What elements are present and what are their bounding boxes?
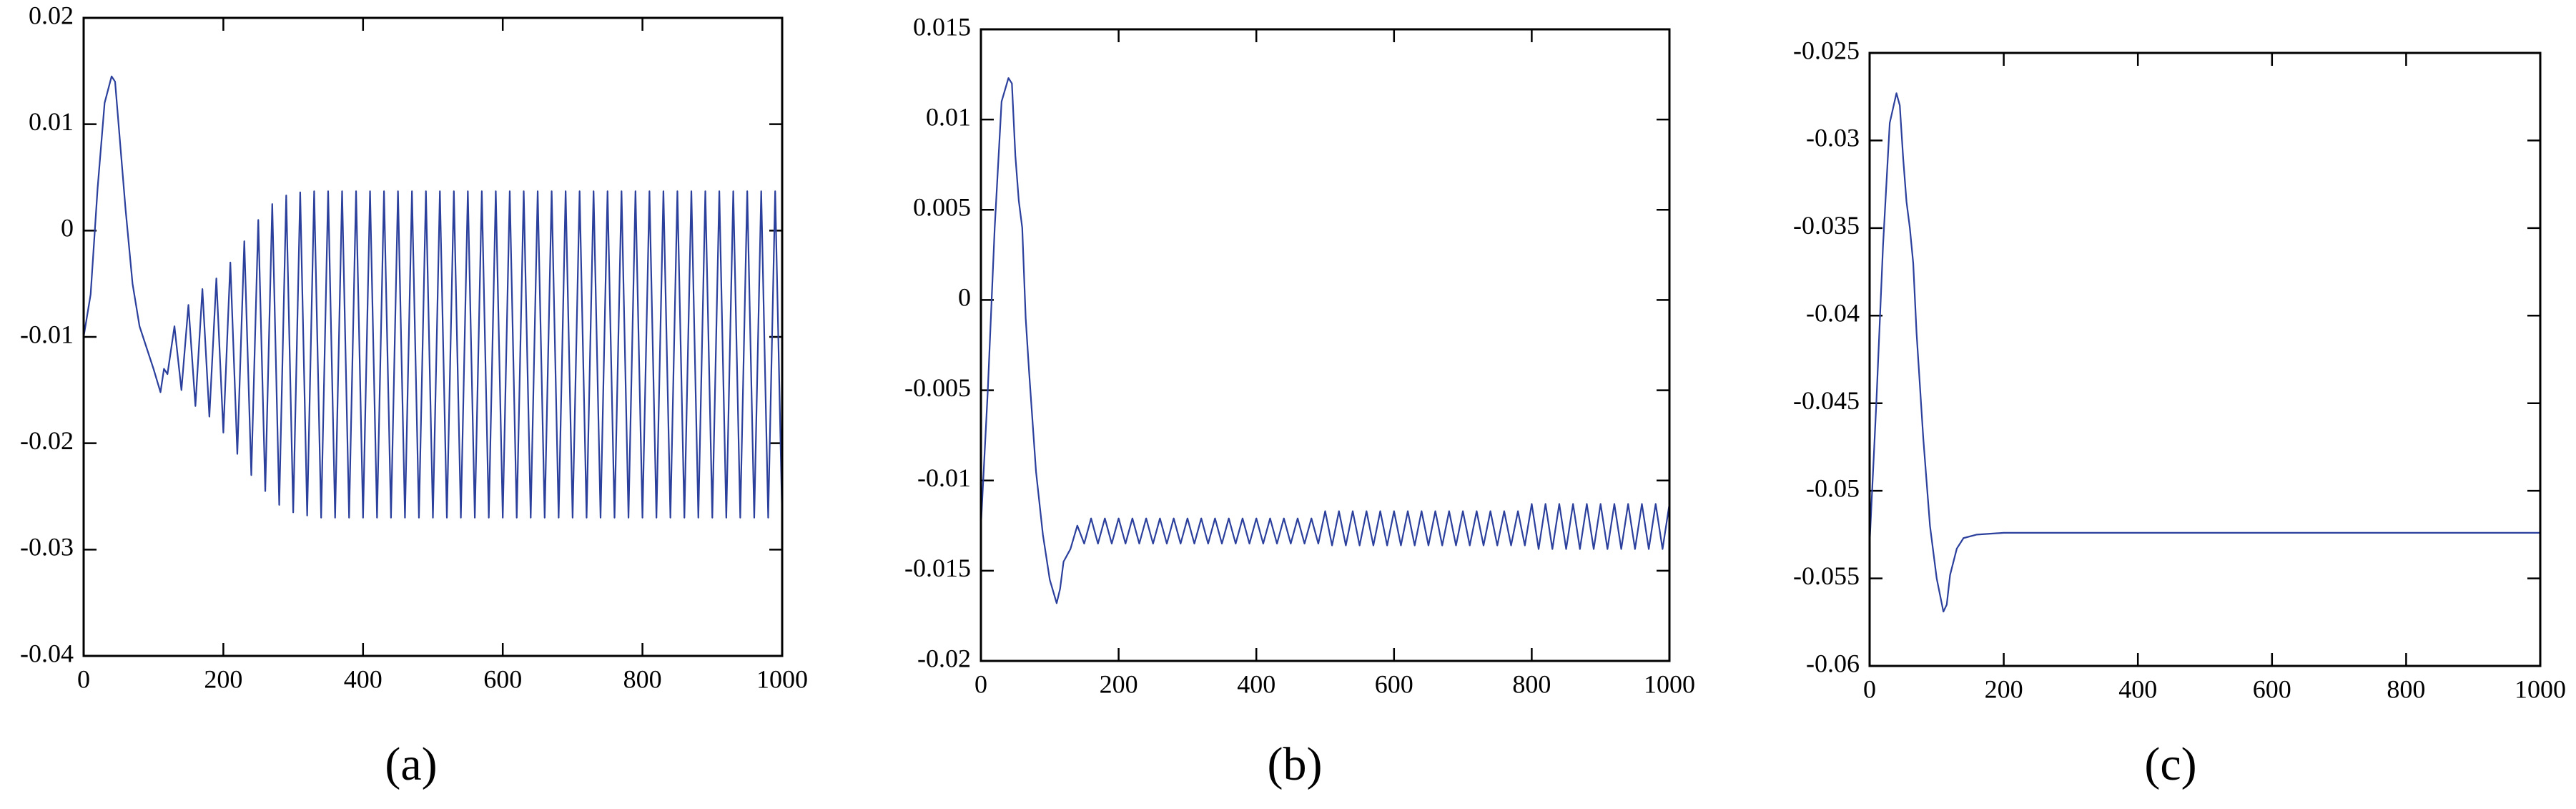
x-tick-label: 0	[974, 670, 987, 698]
x-tick-label: 200	[204, 665, 242, 693]
x-tick-label: 800	[1512, 670, 1551, 698]
x-tick-label: 200	[1985, 675, 2023, 703]
y-tick-label: 0.01	[926, 102, 971, 131]
y-tick-label: -0.01	[20, 320, 74, 348]
y-tick-label: -0.02	[917, 644, 971, 672]
y-tick-label: 0.02	[29, 1, 74, 29]
y-tick-label: 0	[61, 214, 74, 242]
x-tick-label: 600	[1375, 670, 1413, 698]
panel-caption: (a)	[385, 738, 437, 790]
x-tick-label: 1000	[2515, 675, 2566, 703]
x-tick-label: 1000	[756, 665, 808, 693]
plot-frame	[979, 28, 1671, 662]
x-tick-label: 1000	[1644, 670, 1695, 698]
panel-caption: (b)	[1268, 738, 1323, 790]
x-tick-label: 400	[1237, 670, 1275, 698]
plot-frame	[82, 16, 784, 657]
y-tick-label: -0.02	[20, 426, 74, 455]
panel-caption: (c)	[2144, 738, 2196, 790]
y-tick-label: -0.06	[1806, 649, 1860, 677]
y-tick-label: 0.01	[29, 107, 74, 136]
y-tick-label: -0.015	[904, 554, 971, 582]
y-tick-label: -0.03	[1806, 124, 1860, 152]
x-tick-label: 600	[2253, 675, 2291, 703]
x-tick-label: 800	[2387, 675, 2425, 703]
y-tick-label: -0.03	[20, 533, 74, 562]
y-tick-label: -0.005	[904, 373, 971, 402]
x-tick-label: 800	[623, 665, 662, 693]
plot-frame	[1868, 52, 2542, 667]
y-tick-label: -0.05	[1806, 474, 1860, 502]
data-line	[979, 77, 1671, 604]
x-tick-label: 400	[2118, 675, 2157, 703]
y-tick-label: 0	[958, 283, 971, 312]
y-tick-label: -0.025	[1793, 36, 1860, 64]
x-tick-label: 0	[1863, 675, 1876, 703]
y-tick-label: -0.045	[1793, 386, 1860, 415]
y-tick-label: 0.005	[913, 193, 971, 222]
y-tick-label: -0.055	[1793, 562, 1860, 590]
x-tick-label: 200	[1100, 670, 1138, 698]
y-tick-label: 0.015	[913, 12, 971, 41]
y-tick-label: -0.035	[1793, 211, 1860, 240]
x-tick-label: 0	[77, 665, 90, 693]
y-tick-label: -0.01	[917, 464, 971, 492]
data-line	[1868, 92, 2540, 613]
y-tick-label: -0.04	[20, 639, 74, 667]
data-line	[82, 75, 784, 519]
y-tick-label: -0.04	[1806, 299, 1860, 328]
x-tick-label: 400	[344, 665, 383, 693]
x-tick-label: 600	[483, 665, 522, 693]
